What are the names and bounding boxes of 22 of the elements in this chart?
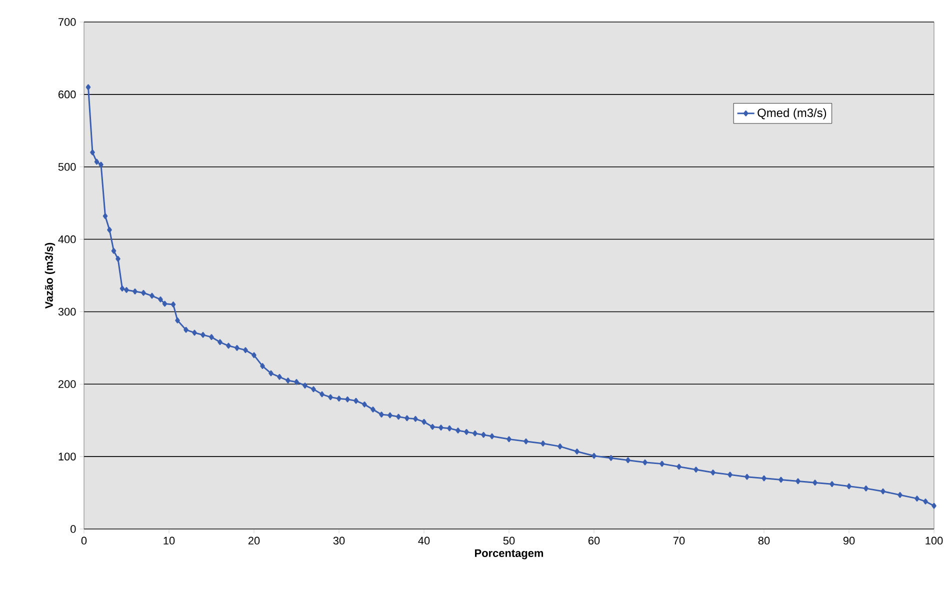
x-tick-label: 40 — [418, 536, 430, 545]
y-tick-label: 200 — [58, 380, 76, 388]
y-tick-label: 700 — [58, 18, 76, 26]
x-tick-label: 10 — [164, 536, 175, 545]
x-tick-label: 60 — [588, 536, 600, 545]
x-tick-label: 80 — [758, 536, 770, 545]
x-tick-label: 90 — [843, 536, 855, 545]
y-tick-label: 0 — [70, 525, 76, 533]
x-tick-label: 20 — [248, 536, 260, 545]
y-tick-label: 500 — [58, 162, 76, 171]
x-axis-title: Porcentagem — [475, 549, 544, 560]
x-tick-label: 0 — [81, 536, 87, 545]
y-axis-title: Vazão (m3/s) — [44, 242, 56, 309]
x-tick-label: 70 — [673, 536, 685, 545]
legend-label: Qmed (m3/s) — [758, 108, 826, 120]
x-tick-label: 50 — [503, 536, 515, 545]
y-tick-label: 400 — [58, 235, 76, 244]
x-tick-label: 100 — [926, 536, 943, 545]
x-tick-label: 30 — [333, 536, 345, 545]
y-tick-label: 300 — [58, 308, 76, 316]
y-tick-label: 100 — [58, 452, 76, 460]
y-tick-label: 600 — [58, 90, 76, 98]
